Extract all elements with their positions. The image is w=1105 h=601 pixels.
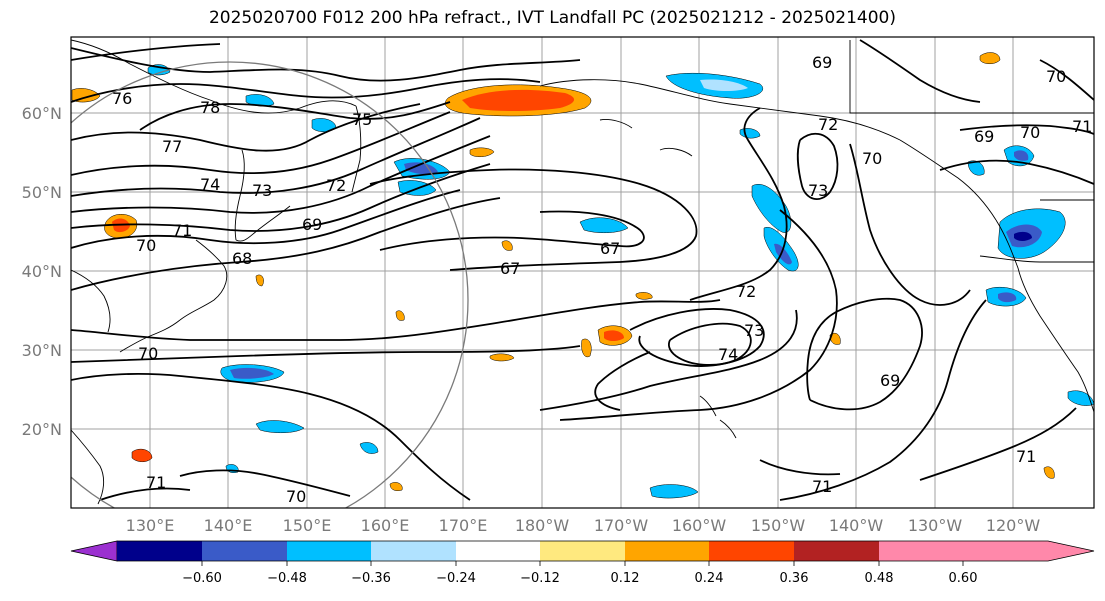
lat-label-30n: 30°N: [22, 341, 62, 360]
refractivity-contours: [71, 39, 1094, 501]
colorbar-tick-label: 0.24: [695, 571, 724, 586]
contour-label: 70: [136, 236, 156, 255]
colorbar-tick-label: 0.12: [611, 571, 640, 586]
colorbar-segment: [540, 541, 625, 561]
contour-label: 73: [808, 181, 828, 200]
lon-label: 150°W: [751, 516, 806, 535]
lon-label: 140°E: [204, 516, 253, 535]
colorbar-tick-label: −0.48: [267, 571, 307, 586]
lon-label: 130°W: [908, 516, 963, 535]
contour-label: 72: [818, 115, 838, 134]
lon-label: 160°W: [672, 516, 727, 535]
contour-label: 70: [286, 487, 306, 506]
contour-label: 69: [974, 127, 994, 146]
lat-label-50n: 50°N: [22, 183, 62, 202]
contour-label: 75: [352, 110, 372, 129]
ivt-shading: [71, 52, 1094, 499]
colorbar-segment: [287, 541, 371, 561]
lon-label: 130°E: [126, 516, 175, 535]
colorbar-tick-label: −0.36: [351, 571, 391, 586]
colorbar-extend-max: [963, 541, 1094, 561]
contour-label: 74: [200, 175, 220, 194]
lon-label: 140°W: [829, 516, 884, 535]
contour-label: 70: [862, 149, 882, 168]
contour-label: 72: [326, 176, 346, 195]
lon-label: 150°E: [283, 516, 332, 535]
contour-label: 78: [200, 98, 220, 117]
contour-label: 71: [1016, 447, 1036, 466]
contour-label: 71: [1072, 117, 1092, 136]
colorbar-segment: [879, 541, 963, 561]
lat-label-20n: 20°N: [22, 420, 62, 439]
lon-label: 170°E: [439, 516, 488, 535]
colorbar-segment: [202, 541, 287, 561]
colorbar-tick-label: 0.60: [949, 571, 978, 586]
contour-label: 71: [172, 221, 192, 240]
contour-label: 69: [812, 53, 832, 72]
contour-label: 76: [112, 89, 132, 108]
contour-label: 71: [146, 473, 166, 492]
contour-label: 70: [138, 344, 158, 363]
contour-label: 73: [252, 181, 272, 200]
colorbar-tick-label: −0.60: [182, 571, 222, 586]
coastlines: [71, 39, 1094, 505]
contour-label: 67: [500, 259, 520, 278]
map-frame: [70, 36, 1095, 509]
contour-label: 70: [1046, 67, 1066, 86]
contour-labels: 76 78 75 77 74 73 72 71 70 69 68 67 67 7…: [112, 53, 1092, 506]
colorbar-segment: [456, 541, 540, 561]
contour-label: 74: [718, 345, 738, 364]
contour-label: 67: [600, 239, 620, 258]
colorbar-extend-min: [70, 540, 118, 562]
contour-label: 71: [812, 477, 832, 496]
colorbar-tick-label: −0.24: [436, 571, 476, 586]
lat-label-40n: 40°N: [22, 262, 62, 281]
colorbar-segment: [371, 541, 456, 561]
lon-label: 120°W: [986, 516, 1041, 535]
contour-label: 73: [744, 321, 764, 340]
colorbar-segment: [709, 541, 794, 561]
contour-label: 69: [302, 215, 322, 234]
contour-label: 72: [736, 282, 756, 301]
colorbar-tick-label: −0.12: [520, 571, 560, 586]
colorbar-tick-label: 0.48: [865, 571, 894, 586]
contour-label: 70: [1020, 123, 1040, 142]
colorbar: −0.60 −0.48 −0.36 −0.24 −0.12 0.12 0.24 …: [70, 540, 1095, 586]
colorbar-segment: [117, 541, 202, 561]
lat-label-60n: 60°N: [22, 104, 62, 123]
lon-label: 160°E: [361, 516, 410, 535]
colorbar-segment: [794, 541, 879, 561]
colorbar-segment: [625, 541, 709, 561]
contour-label: 77: [162, 137, 182, 156]
lon-label: 170°W: [594, 516, 649, 535]
distance-ring: [71, 61, 469, 508]
map-title: 2025020700 F012 200 hPa refract., IVT La…: [208, 8, 896, 28]
colorbar-tick-label: 0.36: [780, 571, 809, 586]
contour-label: 68: [232, 249, 252, 268]
lon-label: 180°W: [515, 516, 570, 535]
contour-label: 69: [880, 371, 900, 390]
